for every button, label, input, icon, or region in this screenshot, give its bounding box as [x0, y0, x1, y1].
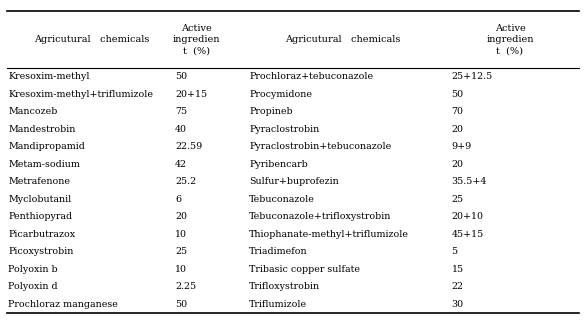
Text: Pyribencarb: Pyribencarb	[249, 160, 308, 169]
Text: Tebuconazole: Tebuconazole	[249, 195, 315, 204]
Text: 22.59: 22.59	[175, 143, 202, 152]
Text: 20+15: 20+15	[175, 90, 207, 99]
Text: Trifloxystrobin: Trifloxystrobin	[249, 282, 321, 291]
Text: 10: 10	[175, 265, 187, 274]
Text: 9+9: 9+9	[452, 143, 472, 152]
Text: 30: 30	[452, 300, 464, 309]
Text: Pyraclostrobin+tebuconazole: Pyraclostrobin+tebuconazole	[249, 143, 391, 152]
Text: 22: 22	[452, 282, 464, 291]
Text: Mancozeb: Mancozeb	[8, 108, 58, 117]
Text: Propineb: Propineb	[249, 108, 293, 117]
Text: 50: 50	[175, 73, 188, 82]
Text: 42: 42	[175, 160, 187, 169]
Text: Prochloraz+tebuconazole: Prochloraz+tebuconazole	[249, 73, 373, 82]
Text: Agricutural   chemicals: Agricutural chemicals	[285, 35, 400, 44]
Text: Metam-sodium: Metam-sodium	[8, 160, 80, 169]
Text: Polyoxin d: Polyoxin d	[8, 282, 58, 291]
Text: Polyoxin b: Polyoxin b	[8, 265, 58, 274]
Text: 25: 25	[175, 247, 188, 256]
Text: Prochloraz manganese: Prochloraz manganese	[8, 300, 118, 309]
Text: Kresoxim-methyl: Kresoxim-methyl	[8, 73, 90, 82]
Text: Metrafenone: Metrafenone	[8, 178, 70, 187]
Text: Pyraclostrobin: Pyraclostrobin	[249, 125, 319, 134]
Text: Tebuconazole+trifloxystrobin: Tebuconazole+trifloxystrobin	[249, 213, 391, 221]
Text: Triflumizole: Triflumizole	[249, 300, 308, 309]
Text: 35.5+4: 35.5+4	[452, 178, 487, 187]
Text: Picarbutrazox: Picarbutrazox	[8, 230, 76, 239]
Text: 20: 20	[452, 160, 464, 169]
Text: Picoxystrobin: Picoxystrobin	[8, 247, 74, 256]
Text: 20+10: 20+10	[452, 213, 483, 221]
Text: 2.25: 2.25	[175, 282, 196, 291]
Text: 6: 6	[175, 195, 181, 204]
Text: 50: 50	[452, 90, 464, 99]
Text: Procymidone: Procymidone	[249, 90, 312, 99]
Text: 20: 20	[452, 125, 464, 134]
Text: 25+12.5: 25+12.5	[452, 73, 493, 82]
Text: 10: 10	[175, 230, 187, 239]
Text: 15: 15	[452, 265, 464, 274]
Text: 20: 20	[175, 213, 187, 221]
Text: Agricutural   chemicals: Agricutural chemicals	[34, 35, 149, 44]
Text: 25.2: 25.2	[175, 178, 196, 187]
Text: Sulfur+buprofezin: Sulfur+buprofezin	[249, 178, 339, 187]
Text: 40: 40	[175, 125, 187, 134]
Text: Mandestrobin: Mandestrobin	[8, 125, 76, 134]
Text: 70: 70	[452, 108, 464, 117]
Text: 5: 5	[452, 247, 458, 256]
Text: 25: 25	[452, 195, 464, 204]
Text: Triadimefon: Triadimefon	[249, 247, 308, 256]
Text: 45+15: 45+15	[452, 230, 484, 239]
Text: Mandipropamid: Mandipropamid	[8, 143, 85, 152]
Text: Active
ingredien
t  (%): Active ingredien t (%)	[173, 24, 220, 55]
Text: Thiophanate-methyl+triflumizole: Thiophanate-methyl+triflumizole	[249, 230, 409, 239]
Text: 50: 50	[175, 300, 188, 309]
Text: Penthiopyrad: Penthiopyrad	[8, 213, 73, 221]
Text: Active
ingredien
t  (%): Active ingredien t (%)	[486, 24, 534, 55]
Text: Myclobutanil: Myclobutanil	[8, 195, 71, 204]
Text: Kresoxim-methyl+triflumizole: Kresoxim-methyl+triflumizole	[8, 90, 154, 99]
Text: 75: 75	[175, 108, 188, 117]
Text: Tribasic copper sulfate: Tribasic copper sulfate	[249, 265, 360, 274]
